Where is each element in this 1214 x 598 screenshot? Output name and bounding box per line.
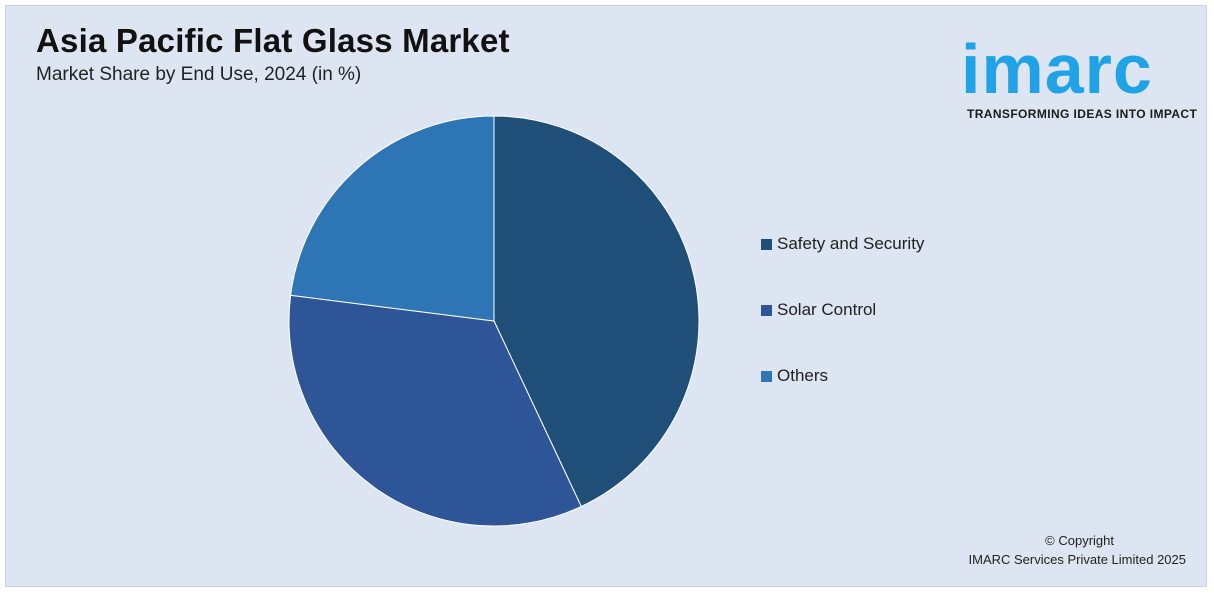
legend-swatch [761, 304, 772, 316]
logo-tagline: TRANSFORMING IDEAS INTO IMPACT [967, 107, 1198, 121]
legend-item-others: Others [761, 360, 924, 426]
copyright-line-1: © Copyright [1045, 533, 1114, 548]
chart-subtitle: Market Share by End Use, 2024 (in %) [36, 64, 362, 85]
imarc-logo: imarc TRANSFORMING IDEAS INTO IMPACT [961, 18, 1201, 128]
chart-title: Asia Pacific Flat Glass Market [36, 22, 510, 59]
logo-wordmark: imarc [961, 30, 1153, 108]
copyright-line-2: IMARC Services Private Limited 2025 [968, 552, 1186, 567]
pie-slice-others [290, 115, 495, 322]
pie-slice-solar-control [288, 294, 582, 527]
pie-slice-safety-and-security [493, 115, 700, 508]
legend-label: Solar Control [777, 300, 877, 319]
chart-legend: Safety and Security Solar Control Others [761, 228, 924, 426]
legend-item-solar-control: Solar Control [761, 294, 924, 360]
legend-label: Safety and Security [777, 234, 925, 253]
legend-label: Others [777, 366, 829, 385]
legend-item-safety-and-security: Safety and Security [761, 228, 924, 294]
legend-swatch [761, 238, 772, 250]
copyright-notice: © Copyright IMARC Services Private Limit… [969, 531, 1186, 569]
legend-swatch [761, 370, 772, 382]
